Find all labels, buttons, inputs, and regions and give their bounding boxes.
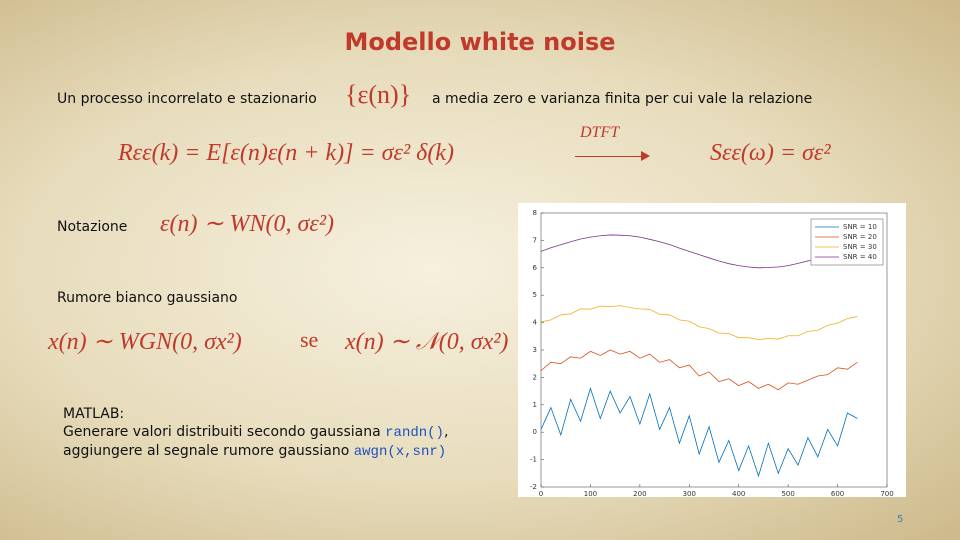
x-tick-label: 600 — [831, 490, 844, 498]
notation-label: Notazione — [57, 219, 128, 235]
matlab-text: , — [443, 424, 449, 440]
x-tick-label: 500 — [781, 490, 794, 498]
legend-label: SNR = 10 — [843, 223, 877, 231]
page-number: 5 — [897, 514, 904, 525]
matlab-code: randn() — [385, 425, 444, 441]
y-tick-label: 6 — [533, 264, 538, 272]
gaussian-connector: se — [300, 327, 319, 352]
legend-label: SNR = 40 — [843, 253, 877, 261]
notation-formula: ε(n) ∼ WN(0, σε²) — [160, 211, 335, 237]
slide-title: Modello white noise — [344, 28, 616, 56]
series-line — [540, 234, 858, 269]
y-tick-label: 8 — [533, 209, 537, 217]
x-tick-label: 0 — [539, 490, 543, 498]
gaussian-formula-1: x(n) ∼ WGN(0, σx²) — [48, 329, 242, 355]
gaussian-label: Rumore bianco gaussiano — [57, 290, 238, 306]
series-line — [540, 349, 858, 391]
matlab-line: Generare valori distribuiti secondo gaus… — [63, 423, 448, 442]
x-tick-label: 700 — [880, 490, 893, 498]
arrow — [575, 156, 647, 157]
matlab-text: aggiungere al segnale rumore gaussiano — [63, 443, 350, 459]
y-tick-label: -2 — [530, 483, 537, 491]
y-tick-label: 7 — [533, 236, 537, 244]
y-tick-label: 1 — [533, 401, 537, 409]
relation-rhs: Sεε(ω) = σε² — [710, 140, 831, 166]
intro-text: Un processo incorrelato e stazionario — [57, 91, 317, 107]
matlab-text: Generare valori distribuiti secondo gaus… — [63, 424, 381, 440]
x-tick-label: 400 — [732, 490, 745, 498]
matlab-line: MATLAB: — [63, 406, 125, 422]
x-tick-label: 100 — [584, 490, 597, 498]
series-line — [540, 305, 858, 340]
legend-label: SNR = 20 — [843, 233, 877, 241]
matlab-line: aggiungere al segnale rumore gaussiano a… — [63, 442, 448, 461]
y-tick-label: 3 — [533, 346, 537, 354]
legend-label: SNR = 30 — [843, 243, 877, 251]
y-tick-label: 0 — [533, 428, 537, 436]
y-tick-label: 2 — [533, 373, 537, 381]
matlab-code: awgn(x,snr) — [353, 444, 447, 460]
relation-transform: DTFT — [580, 124, 620, 141]
y-tick-label: 4 — [533, 319, 538, 327]
series-line — [540, 387, 858, 478]
x-tick-label: 200 — [633, 490, 646, 498]
y-tick-label: -1 — [530, 456, 537, 464]
y-tick-label: 5 — [533, 291, 537, 299]
x-tick-label: 300 — [683, 490, 696, 498]
gaussian-formula-2: x(n) ∼ 𝒩(0, σx²) — [345, 329, 509, 355]
relation-lhs: Rεε(k) = E[ε(n)ε(n + k)] = σε² δ(k) — [118, 140, 454, 166]
intro-text-2: a media zero e varianza finita per cui v… — [432, 91, 813, 107]
intro-formula: {ε(n)} — [345, 80, 412, 109]
matlab-block: MATLAB: Generare valori distribuiti seco… — [63, 405, 448, 461]
arrow-head — [641, 151, 650, 161]
